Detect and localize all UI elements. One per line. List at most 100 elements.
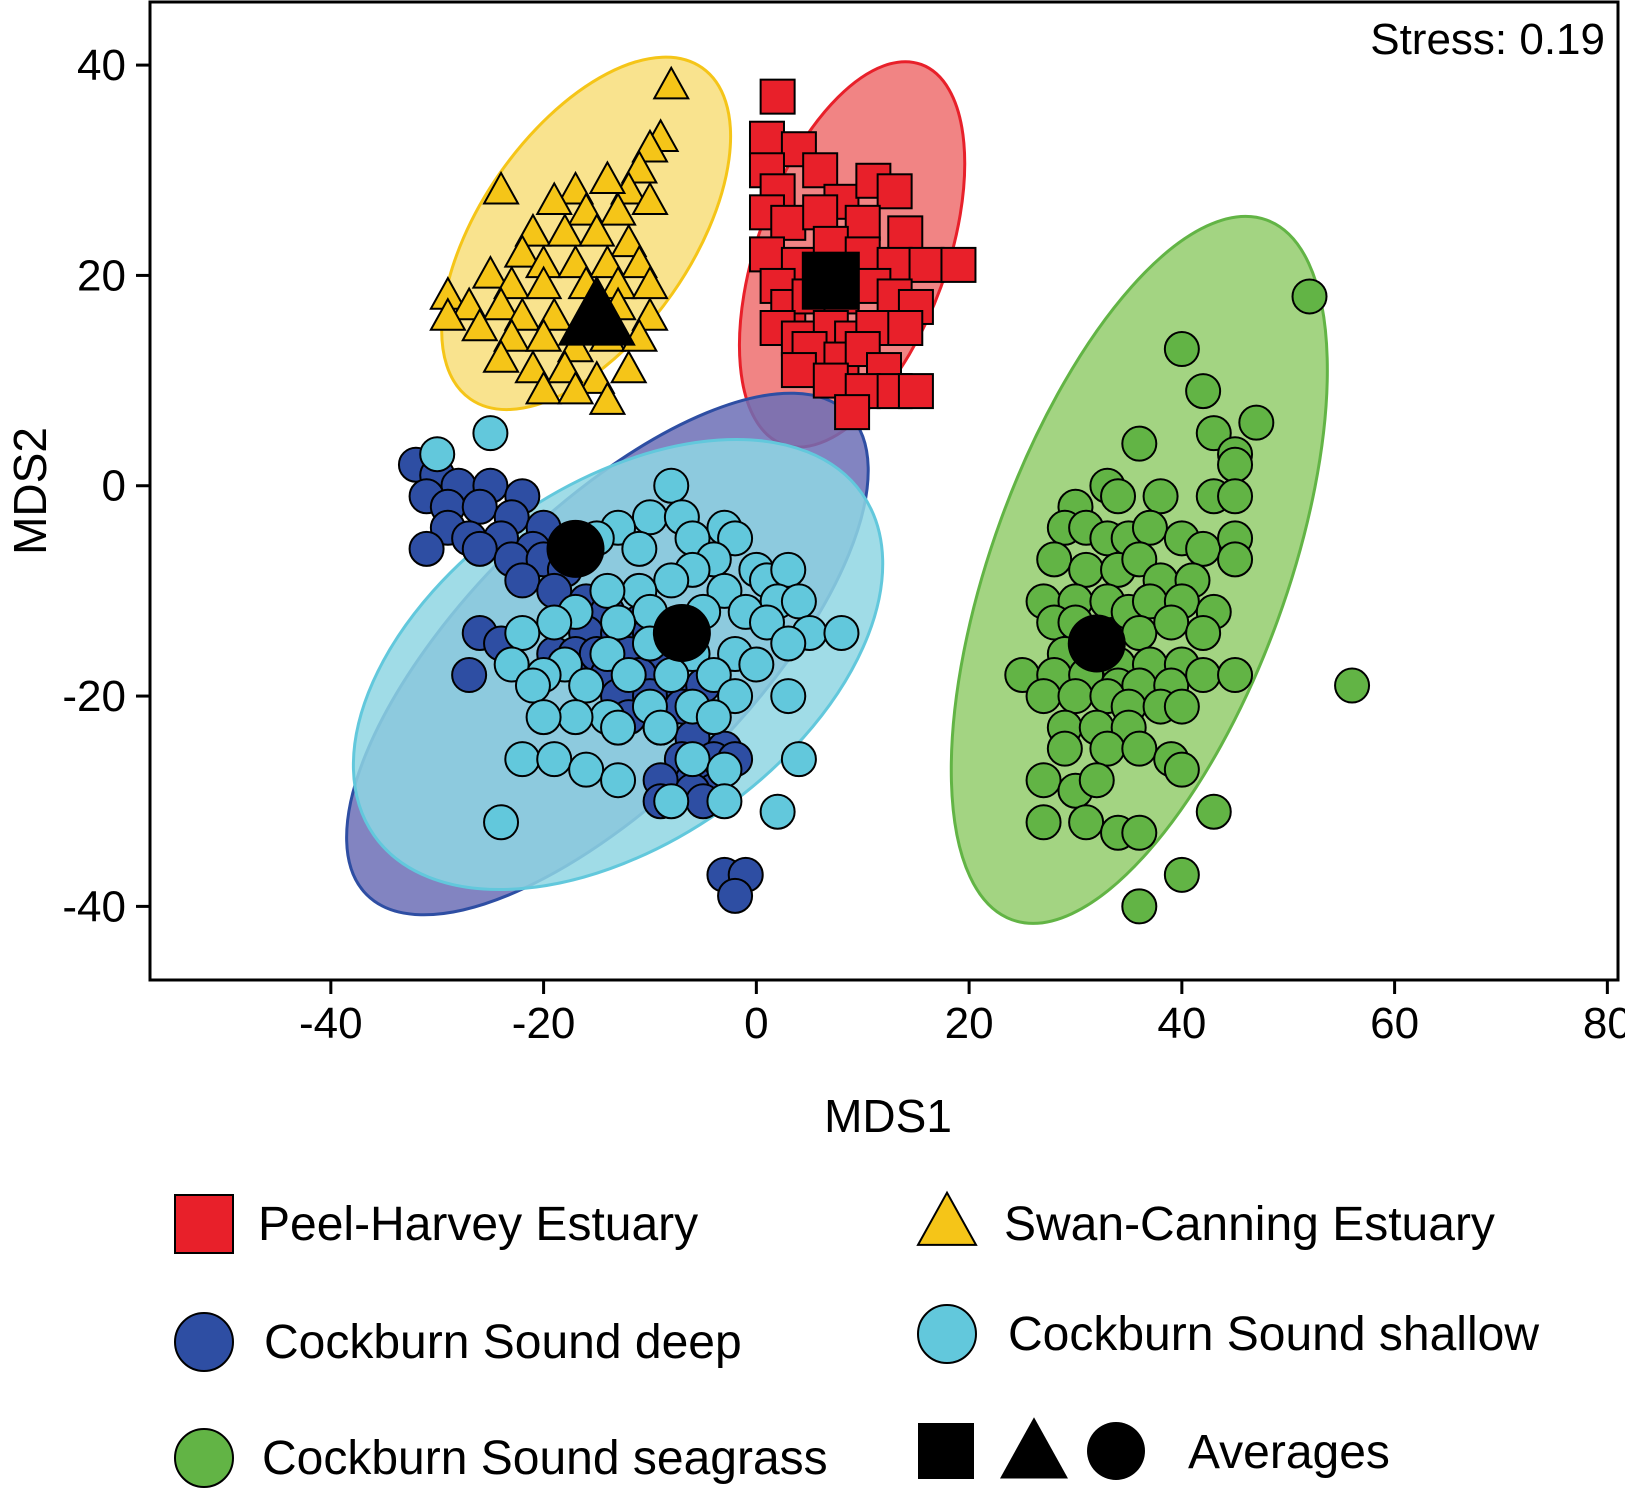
point-cockburn-sound-shallow — [514, 667, 551, 704]
point-swan-canning-estuary — [471, 255, 510, 289]
point-cockburn-sound-shallow — [504, 741, 541, 778]
point-cockburn-sound-seagrass — [1078, 762, 1115, 799]
point-swan-canning-estuary — [482, 170, 520, 205]
point-cockburn-sound-shallow — [610, 657, 647, 694]
plot-frame — [148, 0, 1620, 982]
point-cockburn-sound-seagrass — [1185, 373, 1222, 410]
legend-marker-cockburn-sound-shallow — [917, 1304, 977, 1364]
point-cockburn-sound-seagrass — [1217, 657, 1254, 694]
legend-label-swan-canning-estuary: Swan-Canning Estuary — [1004, 1198, 1495, 1251]
point-cockburn-sound-shallow — [483, 804, 520, 841]
point-peel-harvey-estuary — [802, 152, 839, 189]
point-peel-harvey-estuary — [780, 352, 817, 389]
point-peel-harvey-estuary — [748, 120, 785, 157]
point-cockburn-sound-seagrass — [1163, 751, 1200, 788]
point-cockburn-sound-seagrass — [1217, 446, 1254, 483]
average-peel-harvey-estuary — [801, 251, 860, 310]
point-peel-harvey-estuary — [834, 394, 871, 431]
point-cockburn-sound-deep — [461, 488, 498, 525]
average-cockburn-sound-seagrass — [1067, 614, 1126, 673]
legend-label-cockburn-sound-deep: Cockburn Sound deep — [264, 1316, 742, 1369]
legend-label-peel-harvey-estuary: Peel-Harvey Estuary — [258, 1198, 698, 1251]
point-cockburn-sound-shallow — [557, 699, 594, 736]
point-peel-harvey-estuary — [748, 236, 785, 273]
point-cockburn-sound-deep — [504, 562, 541, 599]
point-cockburn-sound-seagrass — [1163, 331, 1200, 368]
point-swan-canning-estuary — [535, 181, 573, 216]
legend-average-triangle-icon — [1000, 1417, 1068, 1479]
legend: Peel-Harvey Estuary Swan-Canning Estuary C… — [174, 1190, 1539, 1488]
x-axis: -40 -20 0 20 40 60 80 — [299, 980, 1625, 1048]
point-cockburn-sound-seagrass — [1068, 804, 1105, 841]
y-axis: 40 20 0 -20 -40 — [62, 41, 150, 931]
point-swan-canning-estuary — [461, 307, 499, 342]
point-cockburn-sound-shallow — [600, 604, 637, 641]
point-swan-canning-estuary — [588, 381, 627, 415]
legend-average-square-icon — [918, 1423, 974, 1479]
point-cockburn-sound-seagrass — [1217, 478, 1254, 515]
point-cockburn-sound-seagrass — [1025, 762, 1062, 799]
point-cockburn-sound-seagrass — [1195, 793, 1232, 830]
point-cockburn-sound-shallow — [823, 614, 860, 651]
point-peel-harvey-estuary — [844, 331, 881, 368]
point-cockburn-sound-seagrass — [1036, 541, 1073, 578]
point-swan-canning-estuary — [631, 181, 669, 216]
point-cockburn-sound-deep — [408, 530, 445, 567]
point-cockburn-sound-deep — [461, 530, 498, 567]
point-cockburn-sound-seagrass — [1238, 404, 1275, 441]
point-peel-harvey-estuary — [887, 310, 924, 346]
point-cockburn-sound-shallow — [695, 699, 732, 736]
point-cockburn-sound-deep — [717, 877, 754, 914]
y-tick-label: 0 — [102, 462, 126, 511]
point-cockburn-sound-shallow — [568, 751, 605, 788]
y-tick-label: 20 — [77, 251, 126, 300]
point-peel-harvey-estuary — [908, 246, 945, 283]
point-swan-canning-estuary — [524, 370, 563, 405]
point-cockburn-sound-seagrass — [1185, 530, 1222, 567]
point-cockburn-sound-seagrass — [1025, 678, 1062, 715]
point-swan-canning-estuary — [482, 339, 520, 373]
point-peel-harvey-estuary — [759, 78, 796, 115]
point-cockburn-sound-shallow — [472, 415, 509, 452]
point-swan-canning-estuary — [482, 286, 520, 321]
x-tick-label: -20 — [512, 999, 576, 1048]
point-cockburn-sound-shallow — [759, 793, 796, 830]
legend-marker-peel-harvey-estuary — [174, 1194, 234, 1254]
legend-label-averages: Averages — [1188, 1426, 1390, 1479]
x-tick-label: 0 — [744, 999, 768, 1048]
stress-annotation: Stress: 0.19 — [1370, 15, 1605, 64]
y-tick-label: -40 — [62, 882, 126, 931]
point-swan-canning-estuary — [524, 265, 563, 300]
point-cockburn-sound-seagrass — [1068, 551, 1105, 588]
point-cockburn-sound-shallow — [419, 436, 456, 473]
x-tick-label: 20 — [945, 999, 994, 1048]
point-cockburn-sound-shallow — [525, 699, 562, 736]
point-swan-canning-estuary — [599, 191, 637, 226]
point-cockburn-sound-shallow — [504, 614, 541, 651]
point-cockburn-sound-seagrass — [1142, 478, 1179, 515]
point-cockburn-sound-shallow — [653, 562, 690, 599]
x-tick-label: 40 — [1157, 999, 1206, 1048]
point-peel-harvey-estuary — [887, 215, 924, 252]
point-cockburn-sound-shallow — [738, 646, 775, 683]
point-swan-canning-estuary — [588, 160, 627, 195]
point-cockburn-sound-seagrass — [1185, 614, 1222, 651]
point-cockburn-sound-shallow — [568, 667, 605, 704]
point-cockburn-sound-seagrass — [1217, 541, 1254, 578]
point-cockburn-sound-shallow — [631, 499, 668, 536]
point-peel-harvey-estuary — [897, 373, 934, 410]
legend-marker-cockburn-sound-deep — [174, 1312, 234, 1372]
average-cockburn-sound-deep — [546, 519, 605, 578]
point-cockburn-sound-shallow — [653, 467, 690, 504]
legend-marker-cockburn-sound-seagrass — [174, 1428, 234, 1488]
point-cockburn-sound-shallow — [706, 783, 743, 820]
point-cockburn-sound-shallow — [653, 783, 690, 820]
point-cockburn-sound-seagrass — [1025, 804, 1062, 841]
point-cockburn-sound-seagrass — [1153, 604, 1190, 641]
point-swan-canning-estuary — [556, 370, 595, 405]
point-cockburn-sound-seagrass — [1334, 667, 1371, 704]
point-cockburn-sound-shallow — [642, 709, 679, 746]
point-cockburn-sound-seagrass — [1046, 730, 1083, 767]
average-cockburn-sound-shallow — [652, 603, 711, 662]
y-tick-label: 40 — [77, 41, 126, 90]
